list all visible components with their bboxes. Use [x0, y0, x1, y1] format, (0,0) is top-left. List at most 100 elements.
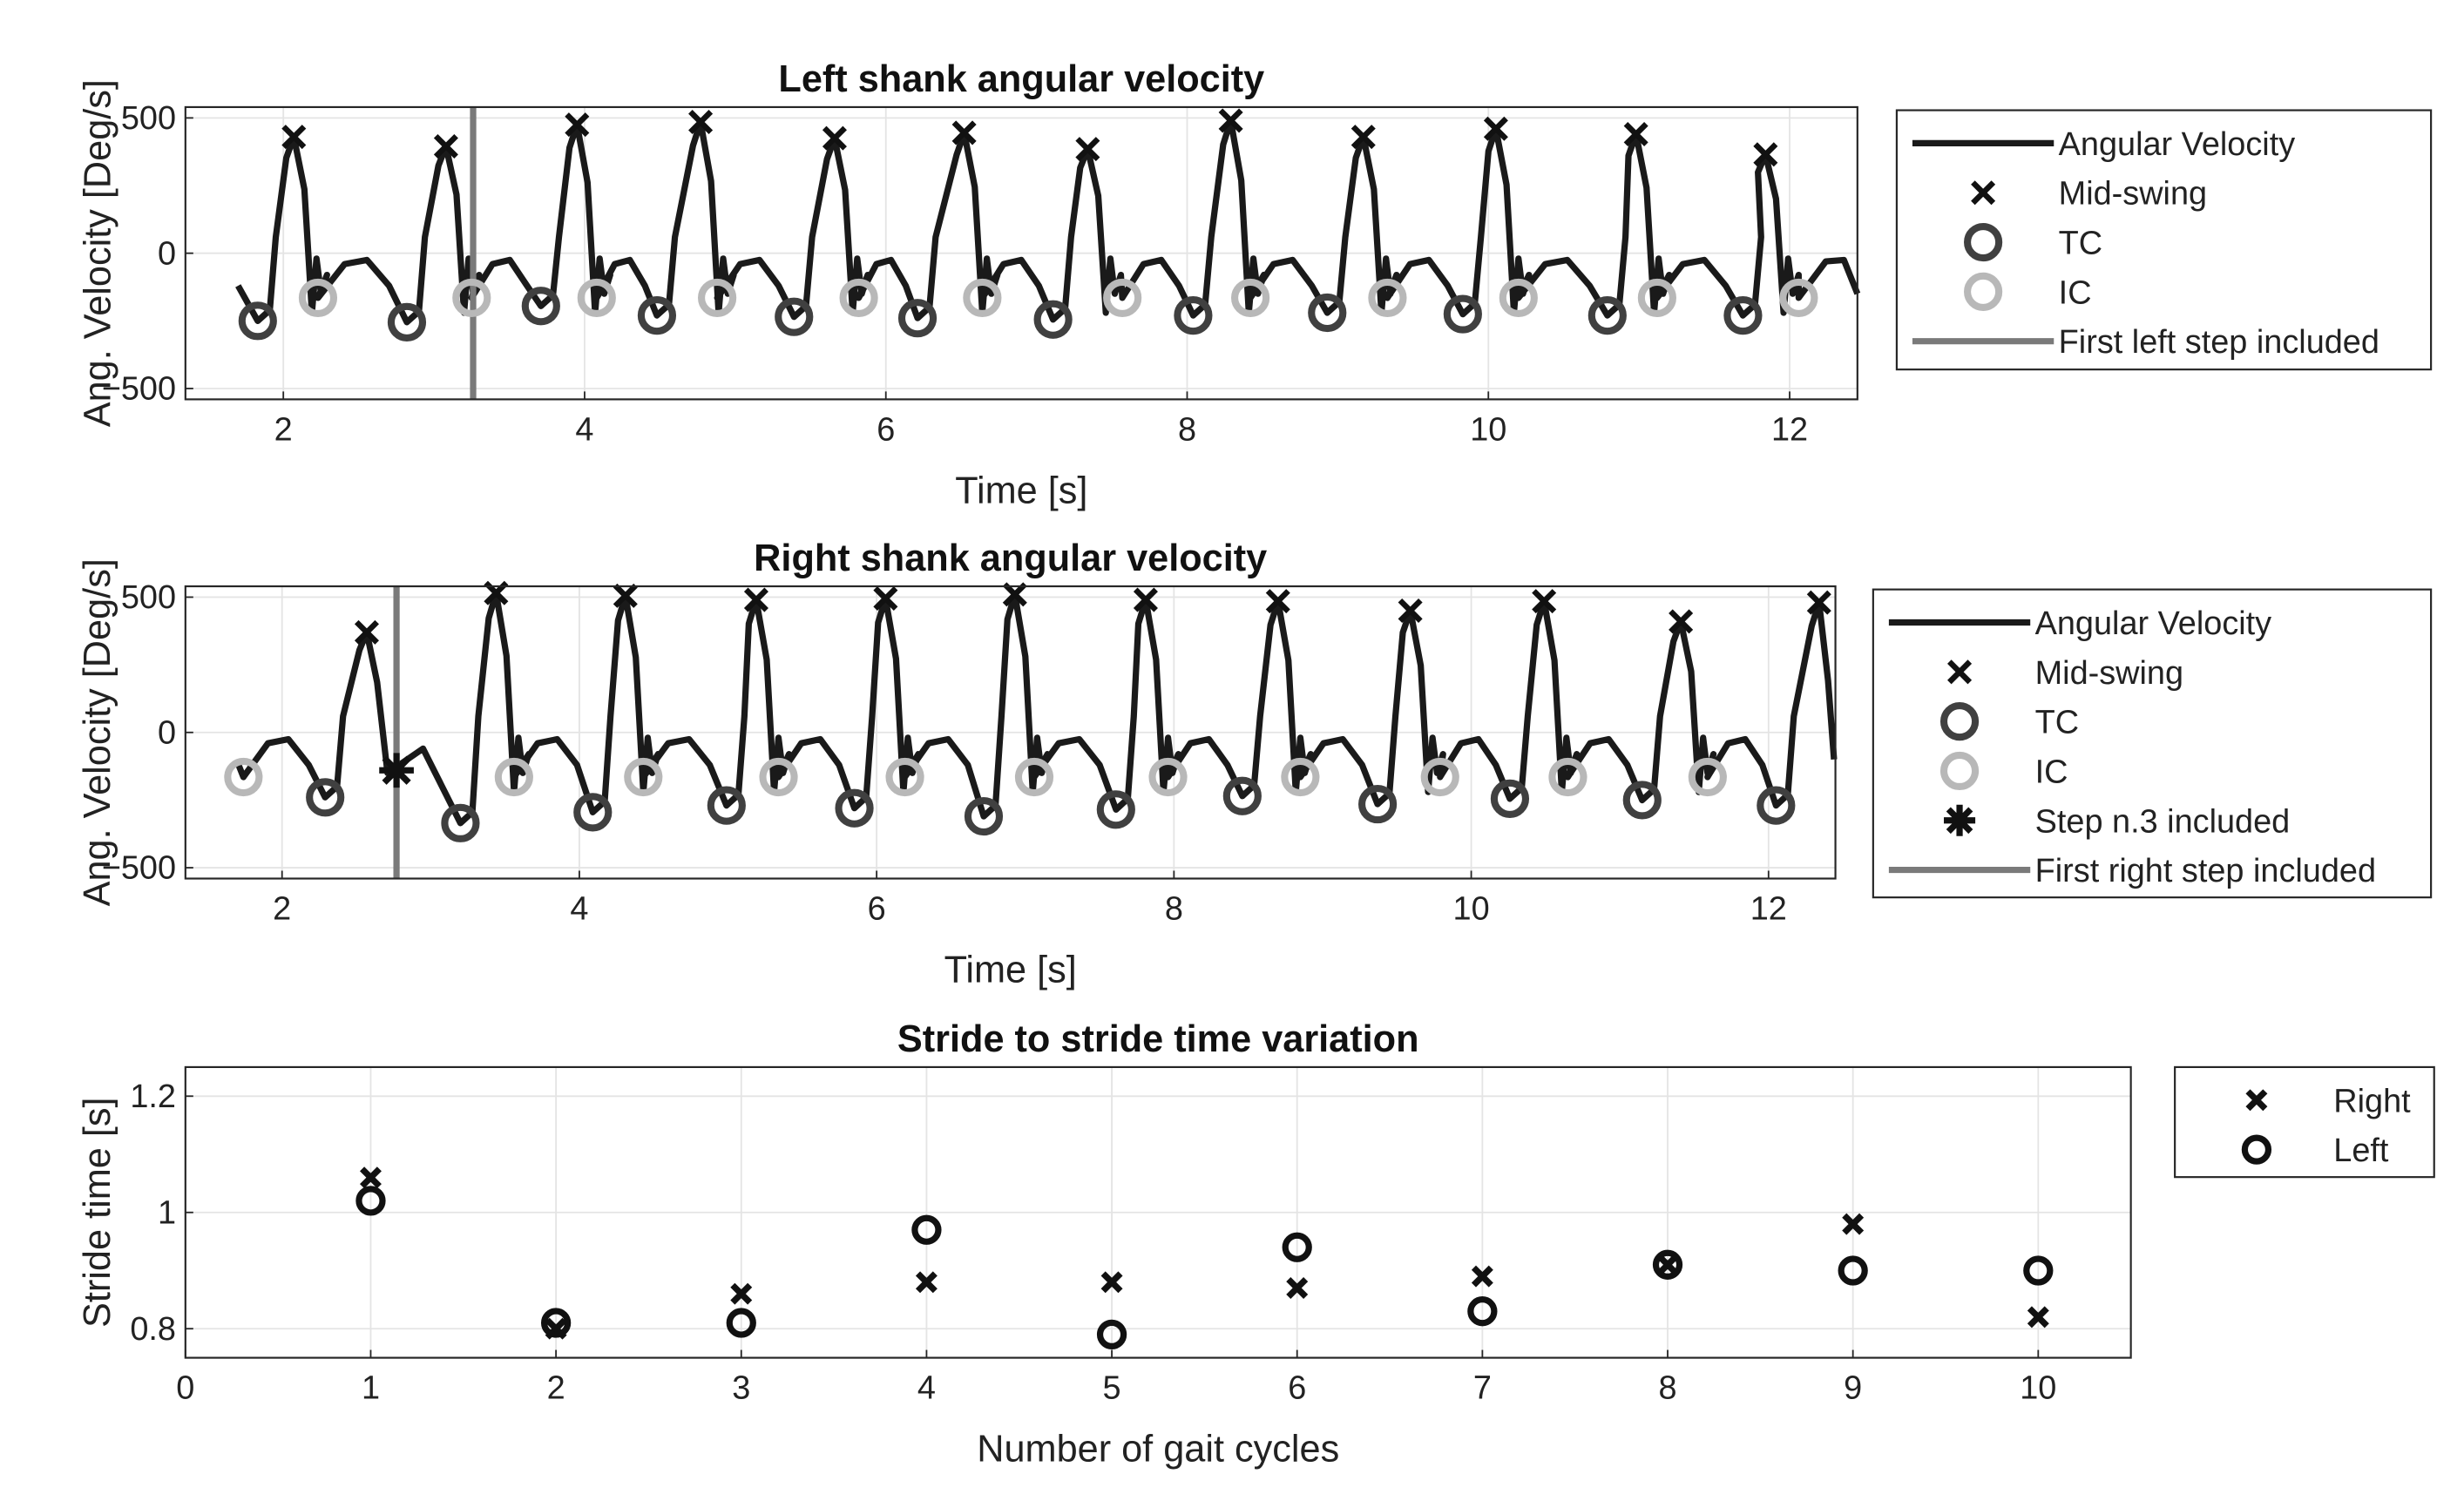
stride-left-marker	[1282, 1232, 1312, 1262]
left-xtick-label: 8	[1178, 411, 1196, 448]
left-xlabel: Time [s]	[955, 470, 1087, 511]
right-tc-marker	[1622, 781, 1662, 820]
stride-xtick-label: 3	[732, 1369, 750, 1406]
right-ic-marker	[1420, 757, 1459, 797]
stride-xtick-label: 7	[1473, 1369, 1492, 1406]
left-ic-marker	[1368, 278, 1407, 318]
right-mid-swing-marker	[743, 587, 768, 612]
right-velocity-line	[234, 590, 1838, 827]
right-title: Right shank angular velocity	[754, 538, 1267, 579]
right-ic-marker	[224, 757, 263, 797]
right-ic-marker	[1014, 757, 1054, 797]
right-legend-label: Angular Velocity	[2035, 605, 2272, 642]
stride-legend-right-icon	[2245, 1089, 2268, 1112]
right-mid-swing-marker	[1398, 598, 1423, 624]
right-legend-ic-icon	[1939, 751, 1980, 791]
right-ylabel: Ang. Velocity [Deg/s]	[77, 558, 118, 906]
right-tc-marker	[1096, 790, 1135, 829]
left-legend-label: Angular Velocity	[2059, 126, 2296, 163]
left-legend-label: TC	[2059, 226, 2102, 262]
stride-xtick-label: 1	[362, 1369, 380, 1406]
stride-xtick-label: 4	[917, 1369, 936, 1406]
stride-legend-label: Right	[2333, 1083, 2411, 1119]
left-mid-swing-marker	[822, 125, 847, 151]
stride-xtick-label: 10	[2020, 1369, 2056, 1406]
stride-xtick-label: 8	[1658, 1369, 1676, 1406]
left-mid-swing-marker	[1350, 125, 1376, 150]
left-tc-marker	[1443, 294, 1482, 334]
right-ytick-label: 500	[121, 579, 176, 616]
left-panel: 2 4 6 8 10 12 −500 0 500 Left shank angular veloc…	[77, 58, 1861, 511]
left-ic-marker	[1103, 278, 1142, 318]
left-legend-box	[1895, 109, 2433, 371]
right-ic-marker	[624, 757, 663, 797]
right-legend-label: Step n.3 included	[2035, 803, 2291, 840]
left-ic-marker	[1231, 278, 1270, 318]
right-ic-marker	[1281, 757, 1320, 797]
left-tc-marker	[775, 297, 814, 336]
right-xtick-label: 2	[273, 890, 291, 927]
left-title: Left shank angular velocity	[778, 58, 1264, 100]
stride-right-marker	[730, 1282, 753, 1305]
left-xtick-label: 4	[575, 411, 593, 448]
left-tc-marker	[238, 301, 277, 341]
stride-right-marker	[1842, 1213, 1865, 1235]
left-mid-swing-marker	[951, 120, 977, 145]
left-mid-swing-marker	[1753, 142, 1778, 167]
stride-left-marker	[355, 1186, 386, 1216]
stride-xtick-label: 6	[1288, 1369, 1306, 1406]
stride-ytick-label: 1.2	[130, 1078, 176, 1115]
left-mid-swing-marker	[1218, 108, 1243, 133]
left-ic-marker	[577, 278, 616, 318]
left-tc-marker	[1723, 296, 1763, 335]
stride-legend-box	[2174, 1065, 2435, 1179]
left-legend-label: Mid-swing	[2059, 176, 2207, 213]
left-tc-marker	[387, 302, 427, 341]
left-xtick-label: 10	[1470, 411, 1506, 448]
right-tc-marker	[306, 778, 345, 817]
right-legend-label: Mid-swing	[2035, 655, 2183, 692]
left-mid-swing-marker	[688, 110, 714, 135]
right-mid-swing-marker	[1133, 587, 1158, 612]
stride-legend: Right Left	[2174, 1065, 2435, 1179]
right-mid-swing-marker	[873, 585, 898, 612]
left-ic-marker	[1637, 278, 1676, 318]
right-ic-marker	[1548, 757, 1587, 797]
left-xtick-label: 6	[877, 411, 895, 448]
right-legend-tc-icon	[1939, 702, 1980, 741]
right-tc-marker	[1757, 786, 1796, 825]
right-xlabel: Time [s]	[944, 950, 1077, 991]
right-mid-swing-marker	[1002, 582, 1027, 607]
right-mid-swing-marker	[1806, 590, 1831, 615]
stride-ytick-label: 1	[158, 1194, 176, 1231]
right-ytick-label: 0	[158, 714, 176, 751]
stride-right-marker	[915, 1271, 938, 1294]
stride-xtick-label: 5	[1103, 1369, 1121, 1406]
left-legend-label: IC	[2059, 274, 2092, 311]
right-legend: Angular Velocity Mid-swing TC IC Step n.3 in…	[1872, 588, 2433, 899]
left-legend-tc-icon	[1964, 222, 2003, 262]
left-tc-marker	[1587, 296, 1627, 335]
right-xtick-label: 12	[1750, 890, 1787, 927]
right-tc-marker	[835, 788, 874, 828]
left-tc-marker	[637, 296, 677, 335]
right-panel: 2 4 6 8 10 12 −500 0 500 Right shank angular velo…	[77, 538, 1838, 991]
stride-legend-label: Left	[2333, 1133, 2389, 1169]
right-ic-marker	[1148, 757, 1188, 797]
left-xtick-label: 2	[274, 411, 293, 448]
stride-left-marker	[1838, 1255, 1868, 1286]
left-ic-marker	[698, 278, 737, 318]
right-tc-marker	[707, 786, 746, 825]
left-mid-swing-marker	[1483, 116, 1508, 141]
right-tc-marker	[441, 803, 480, 842]
left-tc-marker	[1308, 293, 1347, 333]
right-mid-swing-marker	[354, 619, 379, 645]
stride-left-marker	[1652, 1249, 1683, 1280]
left-tc-marker	[897, 299, 938, 338]
left-tc-marker	[1033, 300, 1073, 339]
left-ytick-label: −500	[102, 371, 176, 408]
left-legend-label: First left step included	[2059, 324, 2379, 361]
left-legend: Angular Velocity Mid-swing TC IC First left …	[1895, 109, 2433, 371]
right-legend-label: First right step included	[2035, 853, 2376, 889]
